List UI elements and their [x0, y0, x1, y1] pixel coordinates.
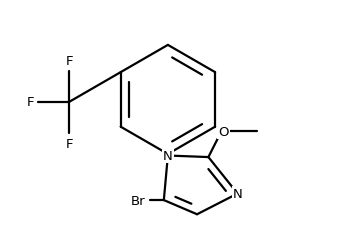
Text: F: F — [66, 137, 73, 150]
Text: N: N — [233, 187, 242, 200]
Text: Br: Br — [131, 194, 145, 207]
Text: N: N — [163, 149, 173, 162]
Text: F: F — [66, 55, 73, 67]
Text: F: F — [27, 96, 35, 109]
Text: O: O — [218, 125, 228, 138]
